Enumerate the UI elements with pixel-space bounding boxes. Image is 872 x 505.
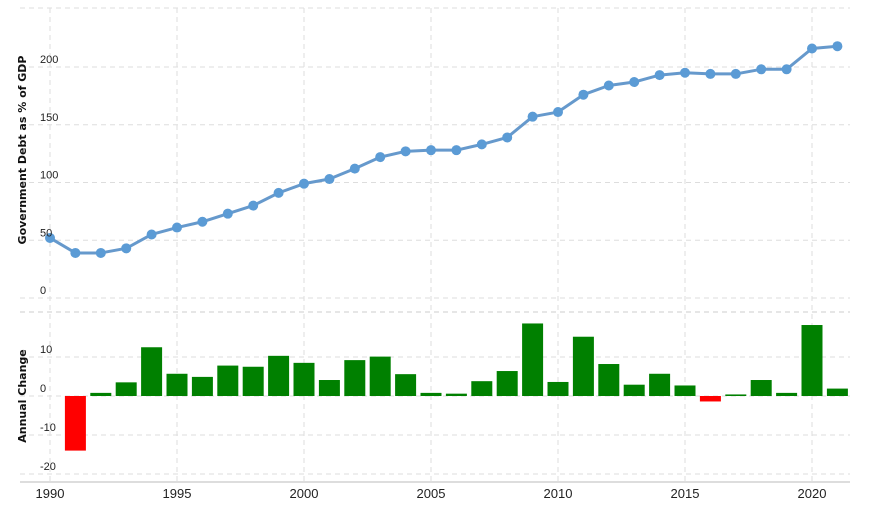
debt-point (400, 146, 411, 157)
debt-y-tick-label: 150 (40, 112, 58, 124)
debt-point (146, 229, 157, 240)
change-bar (64, 396, 86, 451)
change-bar (750, 380, 772, 396)
change-bar (268, 355, 290, 396)
change-y-tick-label: -20 (40, 461, 56, 473)
debt-point (832, 41, 843, 52)
debt-point (197, 216, 208, 227)
debt-point (451, 145, 462, 156)
change-bar (623, 384, 645, 396)
debt-point (222, 208, 233, 219)
debt-point (476, 139, 487, 150)
change-bar (776, 392, 798, 396)
change-bar (826, 388, 848, 396)
debt-point (680, 67, 690, 78)
change-axis-title: Annual Change (16, 349, 29, 443)
change-bar (293, 362, 315, 396)
debt-y-tick-label: 0 (40, 285, 46, 297)
debt-point (629, 77, 640, 88)
debt-point (553, 107, 563, 118)
debt-point (705, 68, 716, 79)
change-bar (649, 373, 671, 396)
change-bar (420, 392, 442, 396)
debt-line (49, 44, 838, 255)
change-bar (547, 381, 569, 396)
change-bar (598, 364, 620, 396)
change-bar (166, 373, 188, 396)
change-y-tick-label: -10 (40, 422, 56, 434)
change-bar (344, 360, 366, 396)
x-tick-label: 1990 (36, 486, 65, 501)
tick-labels: 0 50 100 150 200 -20 -10 0 10 1990 1995 2000 2005 201… (36, 54, 827, 501)
debt-y-tick-label: 200 (40, 54, 58, 66)
x-tick-label: 2010 (544, 486, 573, 501)
x-tick-label: 2005 (417, 486, 446, 501)
change-y-tick-label: 10 (40, 344, 52, 356)
debt-point (70, 247, 81, 258)
change-bar (242, 366, 264, 396)
debt-axis-title: Government Debt as % of GDP (16, 56, 29, 245)
change-bar (115, 382, 137, 396)
change-bar (369, 356, 391, 396)
change-y-tick-label: 0 (40, 383, 46, 395)
change-bar (395, 374, 417, 396)
x-tick-label: 2015 (671, 486, 700, 501)
change-bar (496, 371, 518, 396)
debt-point (603, 80, 614, 91)
x-tick-label: 2020 (798, 486, 827, 501)
change-bar (141, 347, 163, 396)
debt-point (730, 68, 741, 79)
change-bar (674, 385, 696, 396)
debt-point (172, 222, 182, 233)
change-bar (801, 325, 823, 396)
change-bar (445, 393, 467, 396)
debt-panel-grid (20, 7, 850, 313)
x-tick-label: 1995 (163, 486, 192, 501)
change-bar (522, 323, 544, 396)
debt-point (756, 64, 767, 75)
debt-line-series (45, 41, 843, 258)
debt-point (578, 89, 589, 100)
change-bar (572, 336, 594, 396)
debt-point (349, 163, 360, 174)
debt-point (502, 132, 513, 143)
annual-change-bars (64, 323, 848, 451)
change-bar (191, 376, 213, 396)
debt-point (248, 200, 259, 211)
debt-point (45, 232, 55, 243)
debt-y-tick-label: 100 (40, 170, 58, 182)
debt-y-tick-label: 50 (40, 227, 52, 239)
debt-point (273, 187, 284, 198)
change-bar (217, 365, 239, 396)
debt-point (375, 152, 386, 163)
debt-point (121, 243, 132, 254)
change-bar (318, 380, 340, 396)
change-bar (90, 392, 112, 396)
change-bar (699, 396, 721, 402)
debt-point (299, 178, 309, 189)
x-tick-label: 2000 (290, 486, 319, 501)
debt-point (324, 174, 335, 185)
debt-point (95, 247, 106, 258)
debt-point (527, 111, 538, 122)
change-bar (725, 394, 747, 396)
debt-point (654, 70, 665, 81)
change-bar (471, 381, 493, 396)
debt-point (807, 43, 817, 54)
debt-point (426, 145, 436, 156)
debt-point (781, 64, 792, 75)
x-gridlines (20, 8, 850, 483)
